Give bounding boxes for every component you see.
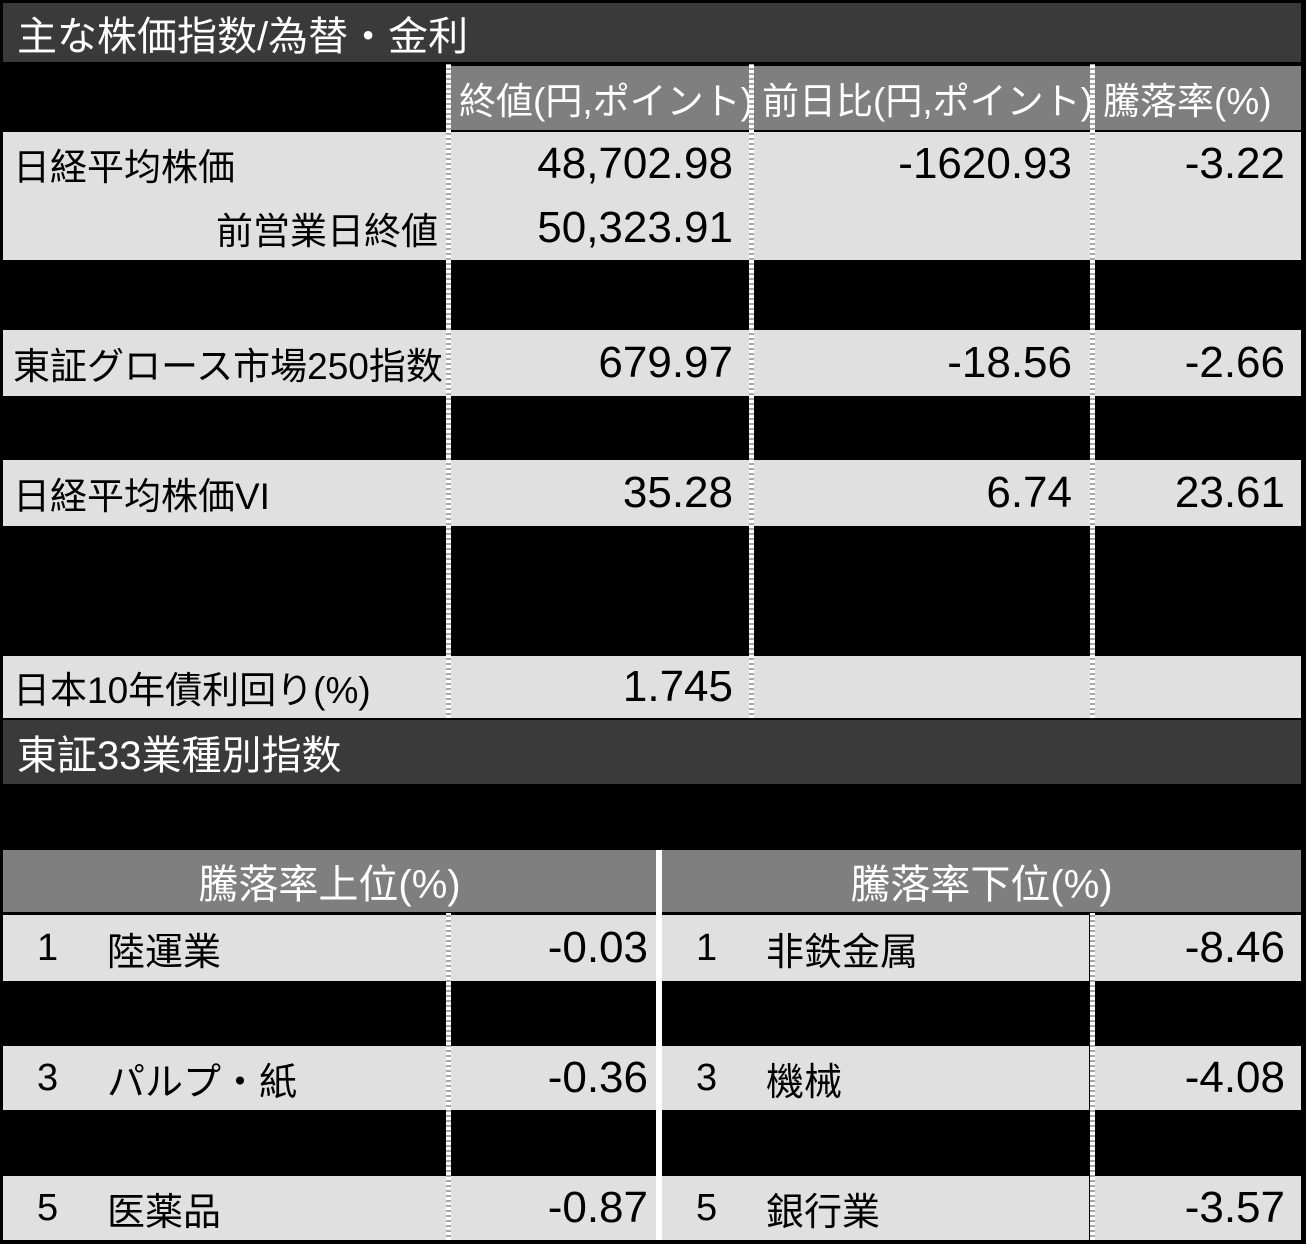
main-section-title: 主な株価指数/為替・金利	[17, 14, 469, 59]
losers-row-5-label: 5 銀行業	[662, 1176, 1089, 1240]
gainers-row-3-value: -0.36	[451, 1046, 656, 1110]
jgb10y-label-cell: 日本10年債利回り(%)	[3, 656, 446, 718]
nikkei-vi-change-cell: 6.74	[754, 460, 1090, 526]
main-divider-2	[749, 64, 754, 718]
top-losers-header: 騰落率下位(%)	[662, 850, 1301, 912]
main-divider-3	[1090, 64, 1095, 718]
losers-row-5-rank: 5	[696, 1186, 718, 1229]
gainers-row-1-label: 1 陸運業	[3, 915, 446, 981]
losers-row-3-name: 機械	[766, 1061, 843, 1104]
growth250-label-cell: 東証グロース市場250指数	[3, 330, 446, 396]
jgb10y-change-empty-cell	[754, 656, 1090, 718]
losers-row-3-rank: 3	[696, 1056, 718, 1099]
gainers-row-3-rank: 3	[37, 1056, 59, 1099]
growth250-change-cell: -18.56	[754, 330, 1090, 396]
jgb10y-close-cell: 1.745	[451, 656, 749, 718]
empty-cell-line	[754, 196, 1090, 260]
nikkei-pct-value: -3.22	[1184, 139, 1285, 188]
gainers-row-5-value: -0.87	[451, 1176, 656, 1240]
losers-row-3-value: -4.08	[1095, 1046, 1301, 1110]
gainers-row-3-name: パルプ・紙	[107, 1061, 298, 1104]
gainers-row-5-label: 5 医薬品	[3, 1176, 446, 1240]
growth250-pct-cell: -2.66	[1095, 330, 1301, 396]
nikkei-pct-cell: -3.22	[1095, 132, 1301, 260]
nikkei-prev-close-value: 50,323.91	[537, 203, 733, 252]
growth250-close-cell: 679.97	[451, 330, 749, 396]
nikkei-vi-close-cell: 35.28	[451, 460, 749, 526]
losers-row-1-rank: 1	[696, 926, 718, 969]
losers-row-3-label: 3 機械	[662, 1046, 1089, 1110]
gainers-row-5-rank: 5	[37, 1186, 59, 1229]
nikkei-change-cell: -1620.93	[754, 132, 1090, 260]
top-gainers-header: 騰落率上位(%)	[3, 850, 656, 912]
nikkei-prev-label: 前営業日終値	[216, 211, 438, 252]
nikkei-vi-pct-cell: 23.61	[1095, 460, 1301, 526]
gainers-row-1-name: 陸運業	[107, 931, 222, 974]
subtable-middle-divider	[656, 850, 662, 1240]
main-divider-1	[446, 64, 451, 718]
jgb10y-pct-empty-cell	[1095, 656, 1301, 718]
nikkei-close-value: 48,702.98	[537, 139, 733, 188]
nikkei-vi-label-cell: 日経平均株価VI	[3, 460, 446, 526]
gainers-value-divider	[446, 913, 451, 1240]
nikkei-change-value: -1620.93	[898, 139, 1072, 188]
losers-row-1-label: 1 非鉄金属	[662, 915, 1089, 981]
nikkei-close-cell: 48,702.98 50,323.91	[451, 132, 749, 260]
sectors-section-title: 東証33業種別指数	[17, 734, 342, 778]
sectors-section-title-bar: 東証33業種別指数	[3, 720, 1301, 784]
nikkei-label: 日経平均株価	[13, 147, 235, 188]
gainers-row-1-rank: 1	[37, 926, 59, 969]
losers-value-divider	[1090, 913, 1095, 1240]
losers-row-1-value: -8.46	[1095, 915, 1301, 981]
column-header-close: 終値(円,ポイント)	[451, 66, 749, 130]
gainers-row-3-label: 3 パルプ・紙	[3, 1046, 446, 1110]
losers-row-5-value: -3.57	[1095, 1176, 1301, 1240]
column-header-pct: 騰落率(%)	[1095, 66, 1301, 130]
gainers-row-5-name: 医薬品	[107, 1191, 222, 1234]
losers-row-1-name: 非鉄金属	[766, 931, 919, 974]
gainers-row-1-value: -0.03	[451, 915, 656, 981]
main-section-title-bar: 主な株価指数/為替・金利	[3, 3, 1301, 62]
nikkei-label-cell: 日経平均株価 前営業日終値	[3, 132, 446, 260]
column-header-change: 前日比(円,ポイント)	[754, 66, 1090, 130]
losers-row-5-name: 銀行業	[766, 1191, 881, 1234]
empty-cell-line	[1095, 196, 1301, 260]
